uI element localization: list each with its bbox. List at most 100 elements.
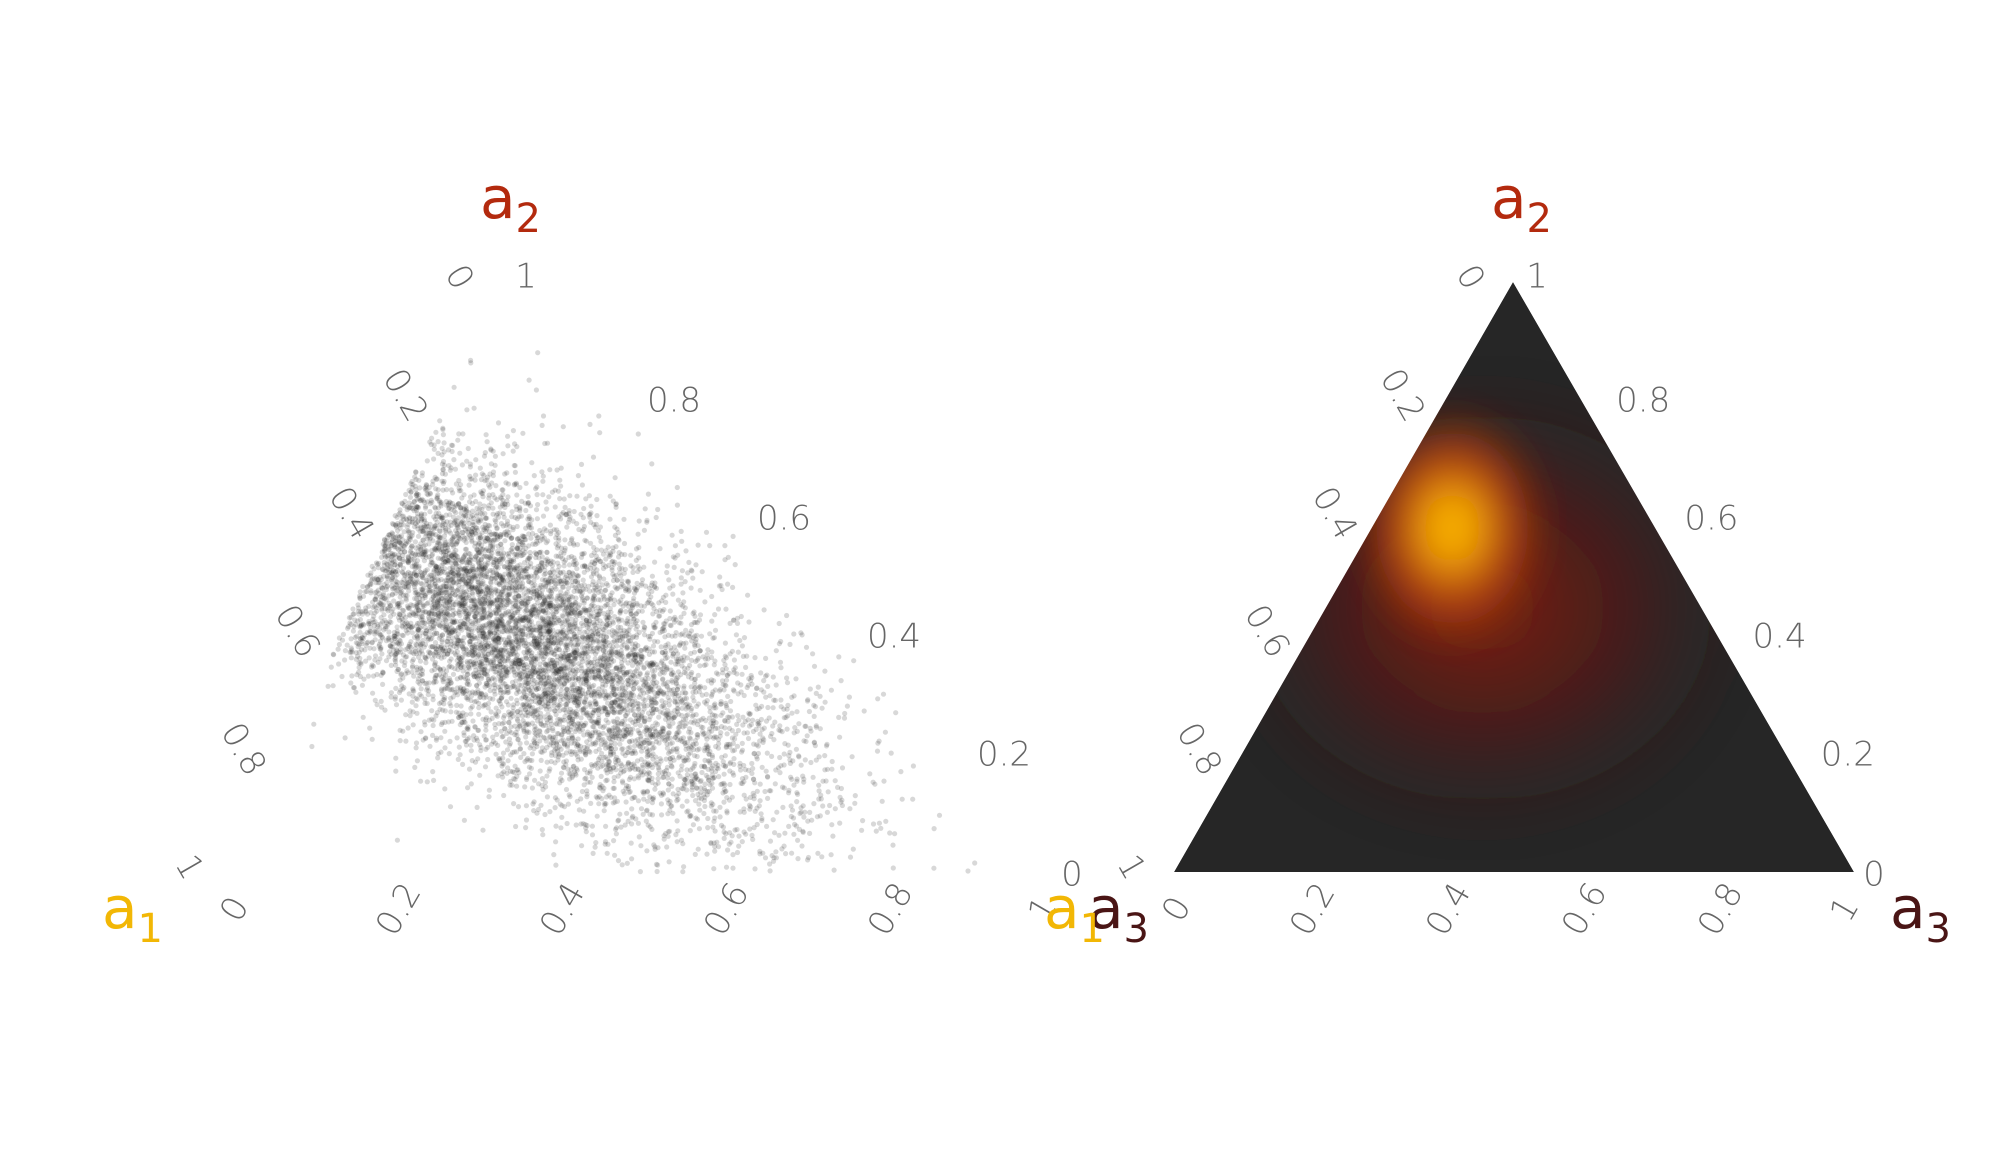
scatter-point — [745, 735, 752, 742]
scatter-point — [556, 665, 562, 671]
scatter-point — [965, 868, 971, 874]
scatter-point — [656, 731, 662, 737]
scatter-point — [436, 597, 442, 603]
scatter-point — [558, 694, 564, 700]
scatter-point — [668, 645, 674, 651]
scatter-point — [648, 733, 654, 739]
scatter-point — [485, 625, 491, 631]
scatter-point — [479, 666, 485, 672]
scatter-point — [414, 491, 420, 497]
scatter-point — [506, 736, 513, 742]
scatter-point — [815, 684, 821, 690]
scatter-point — [532, 714, 538, 721]
scatter-point — [789, 694, 795, 700]
scatter-point — [608, 595, 614, 601]
scatter-point — [428, 556, 434, 563]
scatter-point — [509, 749, 516, 756]
scatter-point — [681, 781, 687, 787]
scatter-point — [683, 670, 689, 676]
scatter-point — [517, 614, 523, 620]
scatter-point — [654, 721, 661, 728]
scatter-point — [410, 709, 416, 715]
scatter-point — [428, 559, 434, 565]
scatter-point — [781, 843, 787, 849]
scatter-point — [625, 786, 631, 792]
scatter-point — [680, 841, 686, 847]
scatter-point — [752, 866, 758, 872]
scatter-point — [361, 676, 367, 682]
scatter-point — [446, 681, 452, 687]
scatter-point — [627, 717, 634, 723]
scatter-point — [730, 770, 736, 776]
scatter-point — [653, 662, 660, 668]
scatter-point — [383, 538, 389, 544]
scatter-point — [815, 850, 821, 856]
scatter-point — [665, 833, 671, 839]
scatter-point — [366, 630, 372, 636]
scatter-point — [771, 697, 777, 703]
scatter-point — [625, 639, 631, 645]
scatter-point — [696, 795, 702, 801]
scatter-point — [420, 528, 426, 534]
scatter-point — [477, 465, 483, 471]
scatter-point — [725, 693, 731, 700]
scatter-point — [878, 825, 884, 831]
scatter-point — [403, 738, 409, 744]
scatter-point — [570, 773, 576, 779]
scatter-point — [737, 637, 743, 644]
scatter-point — [712, 627, 719, 633]
scatter-point — [462, 688, 468, 694]
scatter-point — [493, 557, 499, 563]
scatter-point — [451, 619, 457, 625]
scatter-point — [531, 473, 537, 479]
scatter-point — [460, 518, 466, 524]
scatter-point — [573, 708, 580, 714]
scatter-point — [611, 707, 618, 713]
scatter-point — [392, 559, 398, 565]
scatter-point — [609, 564, 615, 571]
scatter-point — [714, 765, 720, 771]
scatter-point — [708, 720, 714, 726]
scatter-point — [769, 853, 775, 859]
scatter-point — [370, 673, 377, 679]
scatter-point — [481, 610, 488, 616]
scatter-point — [649, 573, 656, 579]
scatter-point — [615, 649, 621, 655]
scatter-point — [406, 588, 412, 594]
scatter-point — [593, 676, 599, 682]
scatter-point — [910, 796, 916, 802]
scatter-point — [574, 580, 581, 586]
scatter-point — [656, 690, 662, 697]
scatter-point — [666, 687, 673, 693]
scatter-point — [695, 672, 701, 678]
scatter-point — [566, 597, 572, 603]
scatter-point — [548, 531, 554, 537]
scatter-point — [620, 698, 627, 704]
scatter-point — [723, 606, 729, 612]
scatter-point — [611, 614, 618, 620]
scatter-point — [475, 589, 481, 595]
scatter-point — [662, 634, 668, 640]
scatter-point — [398, 579, 404, 585]
scatter-point — [558, 770, 565, 776]
scatter-point — [423, 578, 429, 584]
scatter-point — [537, 699, 543, 706]
scatter-point — [507, 533, 513, 539]
scatter-point — [888, 750, 894, 756]
scatter-point — [397, 525, 403, 531]
scatter-point — [660, 790, 666, 796]
scatter-point — [564, 610, 571, 616]
scatter-point — [555, 602, 561, 609]
scatter-points — [309, 350, 978, 875]
scatter-point — [788, 803, 794, 809]
scatter-point — [448, 487, 454, 493]
scatter-point — [636, 518, 642, 524]
scatter-point — [785, 713, 791, 719]
scatter-point — [839, 765, 846, 771]
scatter-point — [517, 628, 523, 634]
scatter-point — [707, 543, 713, 549]
scatter-point — [636, 701, 642, 707]
scatter-point — [580, 597, 586, 603]
scatter-point — [640, 789, 646, 795]
